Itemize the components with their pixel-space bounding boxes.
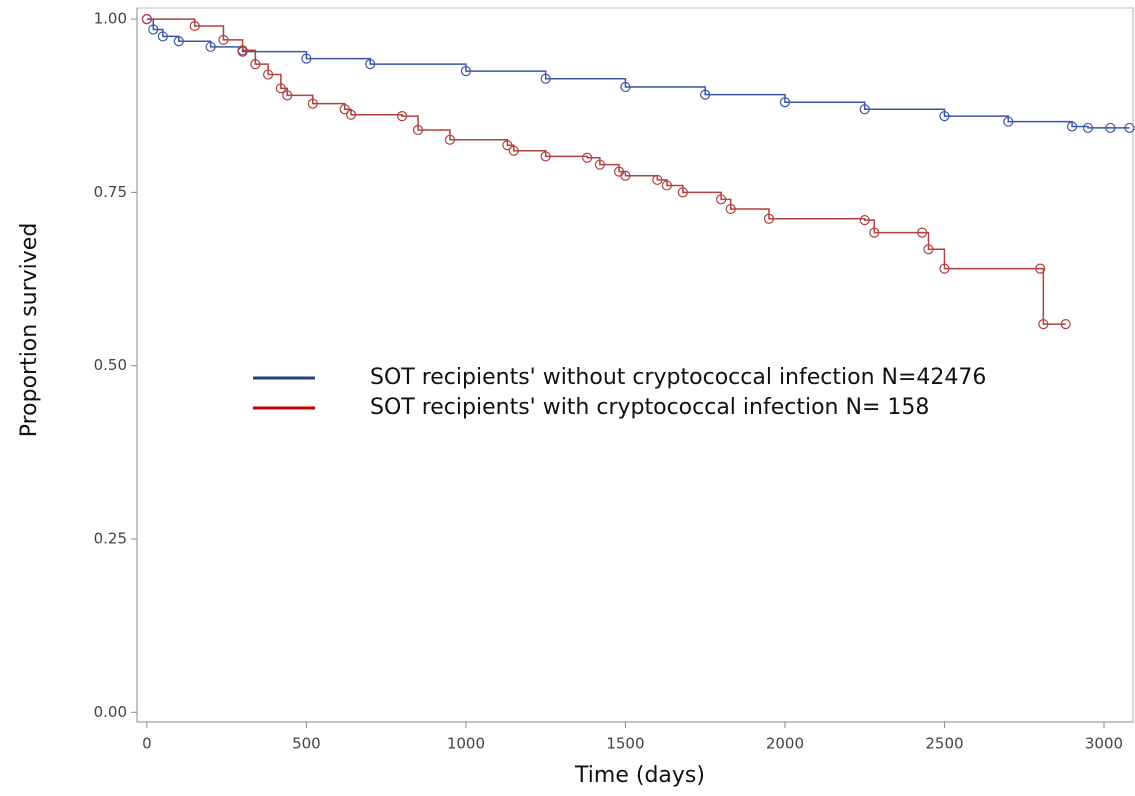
censor-marker <box>412 124 424 136</box>
censor-marker <box>502 140 513 151</box>
x-tick-label: 0 <box>142 735 152 753</box>
y-tick-label: 0.00 <box>94 703 127 721</box>
censor-marker <box>540 151 551 162</box>
x-tick-label: 500 <box>292 735 321 753</box>
y-tick-label: 0.50 <box>94 356 127 374</box>
censor-marker <box>237 45 248 56</box>
censor-marker <box>1066 121 1078 132</box>
x-axis-label: Time (days) <box>574 763 705 788</box>
censor-marker <box>594 159 606 170</box>
censor-marker <box>859 215 870 226</box>
censor-marker <box>700 89 711 100</box>
censor-marker <box>345 109 357 120</box>
censor-marker <box>1038 319 1049 330</box>
censor-marker <box>779 97 791 108</box>
censor-marker <box>620 170 631 181</box>
censor-marker <box>307 98 318 109</box>
censor-marker <box>263 69 274 80</box>
censor-marker <box>365 59 376 70</box>
censor-marker <box>763 213 775 224</box>
censor-marker <box>148 24 159 35</box>
censor-marker <box>1035 263 1046 274</box>
x-tick-label: 1500 <box>606 735 644 753</box>
censor-marker <box>923 244 934 255</box>
x-tick-label: 2000 <box>766 735 804 753</box>
legend-label: SOT recipients' without cryptococcal inf… <box>370 365 986 390</box>
censor-marker <box>661 180 673 191</box>
censor-marker <box>725 203 736 215</box>
legend-label: SOT recipients' with cryptococcal infect… <box>370 395 929 420</box>
censor-marker <box>939 111 950 122</box>
censor-marker <box>1105 122 1116 134</box>
censor-marker <box>218 34 229 45</box>
censor-marker <box>205 41 216 52</box>
censor-marker <box>141 13 152 25</box>
x-tick-label: 1000 <box>447 735 485 753</box>
censor-marker <box>917 227 928 238</box>
censor-marker <box>444 134 456 145</box>
survival-line <box>146 18 1130 129</box>
y-tick-label: 0.25 <box>94 529 127 547</box>
x-tick-label: 2500 <box>925 735 963 753</box>
censor-marker <box>250 59 261 70</box>
x-tick-label: 3000 <box>1085 735 1123 753</box>
censor-marker <box>869 227 880 238</box>
censor-marker <box>1124 122 1135 134</box>
censor-marker <box>508 145 519 156</box>
censor-marker <box>157 31 168 42</box>
survival-line <box>146 18 1066 325</box>
censor-marker <box>677 187 688 198</box>
y-tick-label: 0.75 <box>94 183 127 201</box>
censor-marker <box>716 194 727 205</box>
censor-marker <box>173 36 184 47</box>
y-tick-label: 1.00 <box>94 10 127 28</box>
censor-marker <box>189 20 200 32</box>
censor-marker <box>582 152 593 163</box>
censor-marker <box>540 73 551 84</box>
censor-marker <box>397 111 408 122</box>
censor-marker <box>275 83 286 94</box>
censor-marker <box>620 81 631 93</box>
censor-marker <box>1060 319 1071 330</box>
y-axis-label: Proportion survived <box>17 223 42 438</box>
censor-marker <box>339 104 350 115</box>
censor-marker <box>301 53 312 64</box>
censor-marker <box>859 104 870 115</box>
censor-marker <box>460 65 472 77</box>
censor-marker <box>282 90 293 101</box>
censor-marker <box>1003 116 1014 127</box>
censor-marker <box>1082 122 1094 134</box>
censor-marker <box>652 174 663 186</box>
censor-marker <box>939 263 950 274</box>
